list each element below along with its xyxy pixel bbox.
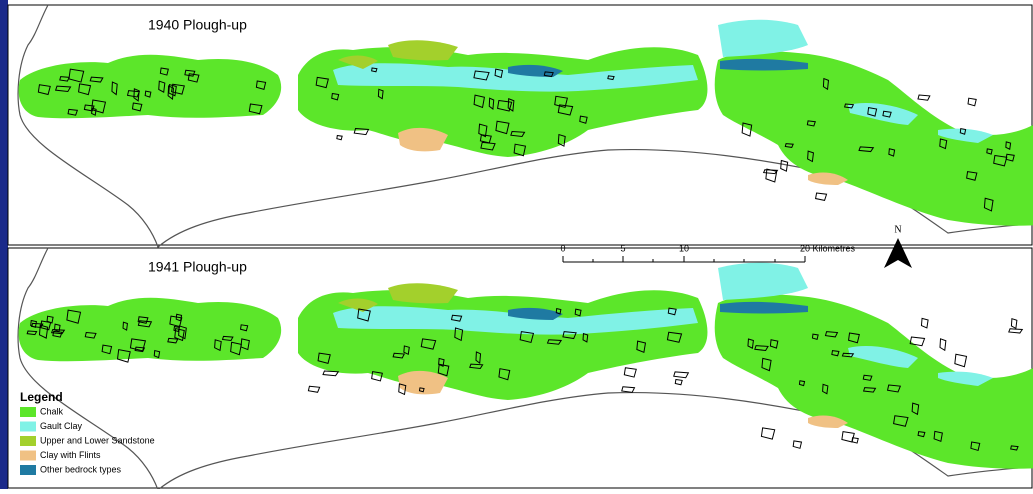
legend-swatch: [20, 407, 36, 417]
legend-label: Gault Clay: [40, 421, 83, 431]
slide-edge: [0, 0, 8, 489]
scale-label: 10: [679, 243, 689, 253]
scale-label: 5: [620, 243, 625, 253]
map-panel: [8, 248, 1033, 489]
map-panel: [8, 5, 1033, 247]
legend-label: Other bedrock types: [40, 464, 122, 474]
legend-swatch: [20, 422, 36, 432]
panel-title: 1941 Plough-up: [148, 259, 247, 275]
map-figure: 1940 Plough-up 1941 Plough-up 0 5 10 20 …: [0, 0, 1033, 489]
legend-label: Upper and Lower Sandstone: [40, 435, 155, 445]
legend-label: Chalk: [40, 406, 64, 416]
scale-label: 20 Kilometres: [800, 243, 856, 253]
legend-title: Legend: [20, 390, 63, 404]
legend-swatch: [20, 465, 36, 475]
scale-label: 0: [560, 243, 565, 253]
north-label: N: [894, 224, 901, 235]
legend-swatch: [20, 436, 36, 446]
legend-swatch: [20, 451, 36, 461]
panel-title: 1940 Plough-up: [148, 17, 247, 33]
legend-label: Clay with Flints: [40, 450, 101, 460]
